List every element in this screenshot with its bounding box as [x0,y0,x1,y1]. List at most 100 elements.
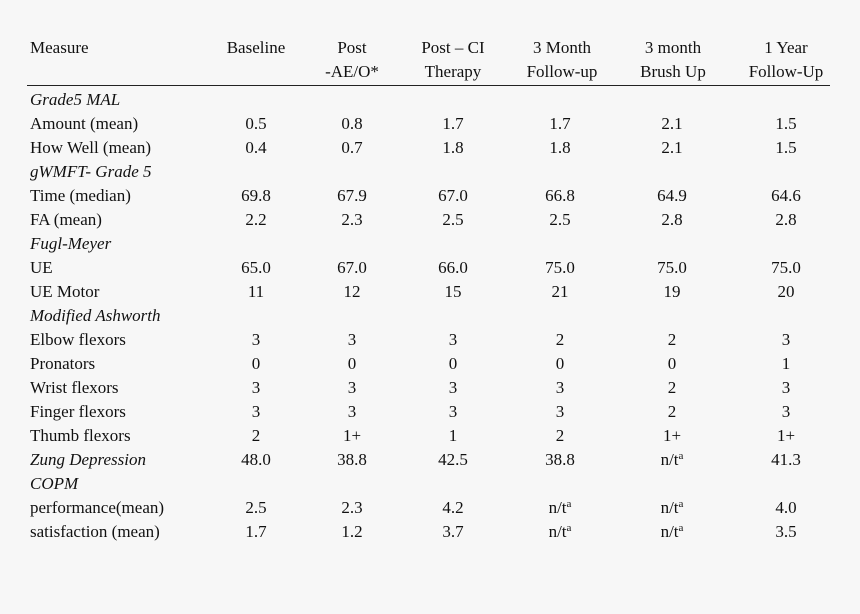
header-line2: Follow-up [526,62,598,81]
table-cell: 3 [448,330,458,349]
table-cell: 2.5 [549,210,571,229]
table-cell: 2.3 [341,210,363,229]
table-cell: 1+ [776,426,796,445]
header-line2: Therapy [424,62,482,81]
table-cell: 0.7 [341,138,363,157]
header-line1: Post [337,38,367,57]
row-label: Zung Depression [30,450,147,469]
row-label: satisfaction (mean) [30,522,160,541]
table-cell: 1.5 [775,114,797,133]
table-cell: 1+ [662,426,682,445]
table-cell: 11 [247,282,265,301]
table-cell: 3 [448,378,458,397]
table-cell: 3.5 [775,522,797,541]
table-cell: 12 [343,282,361,301]
table-cell: 3 [448,402,458,421]
table-cell: 0 [251,354,261,373]
table-cell: 2.8 [775,210,797,229]
table-cell: 1.8 [549,138,571,157]
row-label: Elbow flexors [30,330,126,349]
table-cell: 1.5 [775,138,797,157]
header-rule [27,85,830,86]
table-cell: 1 [448,426,458,445]
table-cell: 3 [251,402,261,421]
table-cell: 2.8 [661,210,683,229]
table-cell: 2 [667,402,677,421]
table-cell: 4.0 [775,498,797,517]
table-cell: 0 [555,354,565,373]
table-cell: 2.5 [245,498,267,517]
table-cell: 67.9 [337,186,367,205]
table-cell: 66.8 [545,186,575,205]
table-cell: 1.7 [549,114,571,133]
table-cell: n/ta [660,522,684,541]
header-col-4: 3 Month Follow-up [502,36,622,84]
header-line1: Baseline [226,38,286,57]
row-label: Wrist flexors [30,378,119,397]
section-label: Grade5 MAL [30,90,121,109]
table-cell: 3 [555,378,565,397]
section-label: Modified Ashworth [30,306,161,325]
table-cell: 2 [555,426,565,445]
table-cell: 38.8 [337,450,367,469]
table-cell: 0.5 [245,114,267,133]
table-cell: 2 [251,426,261,445]
header-line1: 3 month [644,38,702,57]
header-col-3: Post – CI Therapy [393,36,513,84]
table-cell: 67.0 [438,186,468,205]
table-cell: 75.0 [545,258,575,277]
table-cell: 2 [667,330,677,349]
table-cell: 3 [347,330,357,349]
table-cell: n/ta [660,450,684,469]
table-cell: 3.7 [442,522,464,541]
table-cell: 67.0 [337,258,367,277]
header-line1: 3 Month [532,38,592,57]
table-cell: 0.4 [245,138,267,157]
table-cell: 3 [781,330,791,349]
header-line2: Brush Up [640,62,706,81]
table-cell: 2.5 [442,210,464,229]
table-cell: 64.9 [657,186,687,205]
table-cell: 3 [781,402,791,421]
table-cell: 1.2 [341,522,363,541]
row-label: performance(mean) [30,498,165,517]
table-cell: 38.8 [545,450,575,469]
table-cell: 2 [555,330,565,349]
header-line2: -AE/O* [325,62,379,81]
table-cell: 0.8 [341,114,363,133]
row-label: Time (median) [30,186,131,205]
table-cell: 1 [781,354,791,373]
table-cell: 2.2 [245,210,267,229]
table-cell: 0 [448,354,458,373]
row-label: UE [30,258,53,277]
table-cell: n/ta [548,498,572,517]
table-cell: 64.6 [771,186,801,205]
row-label: Thumb flexors [30,426,131,445]
table-cell: 0 [667,354,677,373]
header-line1: Post – CI [421,38,485,57]
table-cell: 15 [444,282,462,301]
table-cell: 65.0 [241,258,271,277]
header-line2: Follow-Up [748,62,824,81]
table-cell: 75.0 [771,258,801,277]
table-cell: 48.0 [241,450,271,469]
header-measure: Measure [30,36,89,60]
table-cell: 3 [347,378,357,397]
table-cell: 69.8 [241,186,271,205]
row-label: FA (mean) [30,210,102,229]
table-cell: 66.0 [438,258,468,277]
table-cell: 75.0 [657,258,687,277]
row-label: How Well (mean) [30,138,152,157]
row-label: Finger flexors [30,402,126,421]
table-cell: 3 [251,378,261,397]
table-cell: 2.1 [661,138,683,157]
table-cell: 3 [555,402,565,421]
header-col-6: 1 Year Follow-Up [726,36,846,84]
section-label: Fugl-Meyer [30,234,112,253]
table-cell: 1.7 [442,114,464,133]
row-label: UE Motor [30,282,100,301]
header-col-5: 3 month Brush Up [613,36,733,84]
table-cell: 2 [667,378,677,397]
header-line1: Measure [30,38,89,57]
